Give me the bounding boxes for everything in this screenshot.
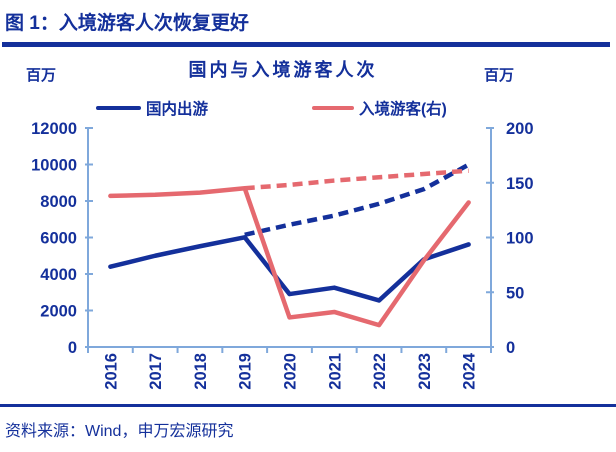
svg-text:10000: 10000: [31, 157, 77, 175]
svg-text:6000: 6000: [40, 230, 77, 248]
svg-text:2020: 2020: [282, 353, 300, 390]
svg-text:12000: 12000: [31, 120, 77, 138]
footer-rule: [0, 404, 616, 407]
chart-title: 国内与入境游客人次: [188, 60, 378, 80]
legend-item-inbound: 入境游客(右): [312, 97, 447, 119]
svg-text:2019: 2019: [237, 353, 255, 390]
legend-swatch-domestic-line: [96, 105, 141, 111]
svg-text:100: 100: [506, 230, 534, 248]
title-underline: [2, 42, 610, 47]
right-axis-unit: 百万: [484, 67, 515, 84]
svg-text:2023: 2023: [416, 353, 434, 390]
legend-item-domestic: 国内出游: [96, 97, 208, 119]
svg-text:2016: 2016: [102, 353, 120, 390]
legend-label-domestic: 国内出游: [146, 101, 209, 118]
svg-text:200: 200: [506, 120, 534, 138]
svg-text:0: 0: [68, 339, 77, 357]
legend-swatch-inbound-line: [312, 105, 354, 111]
svg-text:2000: 2000: [40, 303, 77, 321]
svg-text:0: 0: [506, 339, 515, 357]
left-axis-unit: 百万: [26, 67, 57, 84]
svg-text:8000: 8000: [40, 193, 77, 211]
svg-text:150: 150: [506, 175, 534, 193]
svg-text:2017: 2017: [147, 353, 165, 390]
figure-title: 图 1：入境游客人次恢复更好: [5, 13, 249, 34]
svg-text:50: 50: [506, 284, 524, 302]
svg-text:2021: 2021: [326, 353, 344, 390]
legend-label-inbound: 入境游客(右): [359, 101, 447, 118]
source-text: 资料来源：Wind，申万宏源研究: [5, 423, 234, 440]
svg-text:2024: 2024: [461, 352, 479, 390]
svg-text:2022: 2022: [371, 353, 389, 390]
line-chart-plot: 0 2000 4000 6000 8000 10000 12000 0 50 100 150 200 2…: [31, 120, 534, 390]
svg-text:2018: 2018: [192, 353, 210, 390]
svg-text:4000: 4000: [40, 266, 77, 284]
